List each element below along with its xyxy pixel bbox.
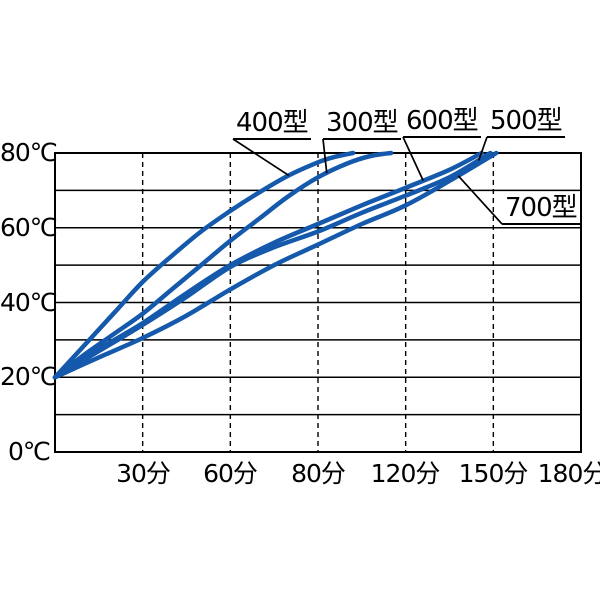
curve-label-300: 300型 bbox=[323, 109, 401, 140]
y-axis-label-60: 60℃ bbox=[0, 213, 58, 242]
x-axis-label-30min: 30分 bbox=[116, 459, 171, 488]
leader-500 bbox=[477, 136, 488, 161]
curve-700 bbox=[52, 150, 499, 380]
curve-400 bbox=[52, 150, 356, 380]
leader-600 bbox=[402, 136, 424, 182]
y-axis-label-40: 40℃ bbox=[0, 288, 58, 317]
curve-300 bbox=[52, 150, 394, 380]
y-axis-label-0: 0℃ bbox=[8, 437, 51, 466]
curve-label-500: 500型 bbox=[487, 107, 565, 138]
x-axis-label-180min: 180分 bbox=[537, 459, 600, 488]
x-axis-label-150min: 150分 bbox=[458, 459, 529, 488]
y-axis-label-20: 20℃ bbox=[0, 362, 58, 391]
curve-label-700: 700型 bbox=[502, 194, 580, 225]
leader-300 bbox=[322, 138, 328, 174]
x-axis-label-60min: 60分 bbox=[203, 459, 258, 488]
leader-400 bbox=[232, 138, 290, 177]
x-axis-label-80min: 80分 bbox=[291, 459, 346, 488]
curve-500 bbox=[52, 150, 493, 380]
curve-label-600: 600型 bbox=[403, 107, 481, 138]
curve-label-400: 400型 bbox=[233, 109, 311, 140]
x-axis-label-120min: 120分 bbox=[370, 459, 441, 488]
plot-border bbox=[54, 152, 582, 453]
leader-700 bbox=[457, 175, 503, 225]
y-axis-label-80: 80℃ bbox=[0, 138, 58, 167]
